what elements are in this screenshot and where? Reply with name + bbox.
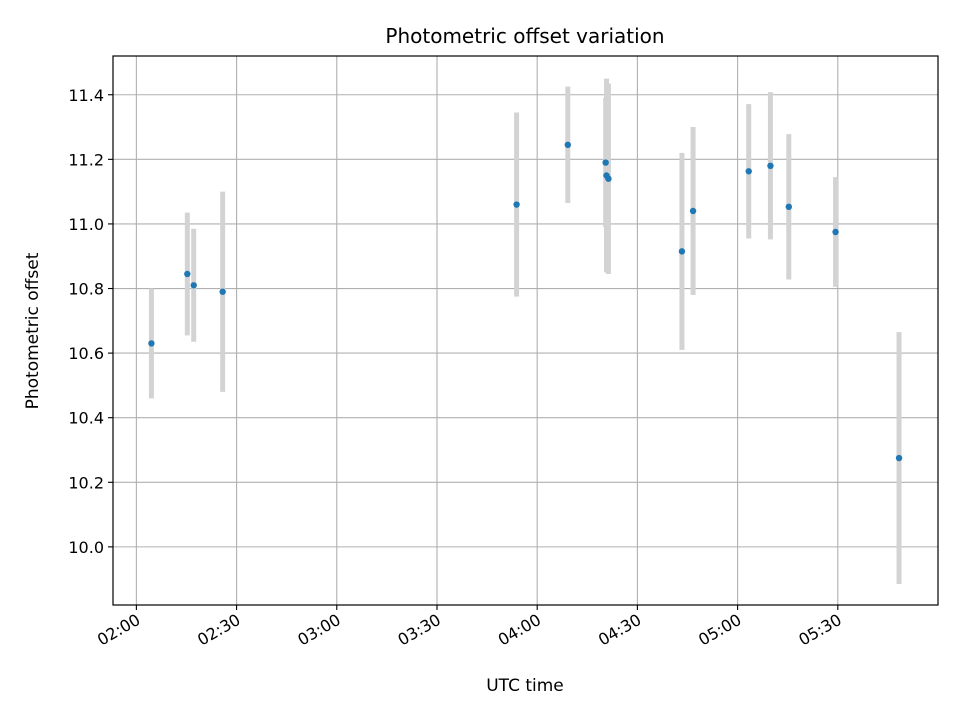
data-point [190, 282, 197, 289]
data-point [184, 270, 191, 278]
data-point [678, 248, 686, 255]
data-point [564, 141, 572, 149]
y-tick-label: 10.4 [68, 409, 104, 428]
data-point [785, 203, 793, 211]
y-tick-label: 10.2 [68, 473, 104, 492]
data-point [148, 340, 155, 347]
chart-title: Photometric offset variation [385, 24, 664, 48]
y-tick-label: 10.0 [68, 538, 104, 557]
y-tick-label: 10.6 [68, 344, 104, 363]
data-point [513, 201, 520, 208]
data-point [602, 159, 609, 166]
data-point [689, 207, 697, 215]
data-point [895, 454, 903, 462]
y-tick-label: 11.2 [68, 150, 104, 169]
data-point [745, 168, 752, 175]
y-axis-title: Photometric offset [23, 252, 43, 409]
plot-frame [112, 55, 939, 606]
data-point [219, 288, 226, 295]
data-point [767, 162, 774, 169]
data-point [605, 175, 612, 182]
grid-lines [113, 56, 938, 605]
y-tick-label: 10.8 [68, 280, 104, 299]
y-axis-ticks: 10.0 10.2 10.4 10.6 10.8 11.0 11.2 11.4 [68, 86, 113, 557]
data-points [148, 141, 903, 462]
y-tick-label: 11.0 [68, 215, 104, 234]
data-point [832, 228, 839, 236]
x-axis-title: UTC time [486, 676, 564, 696]
y-tick-label: 11.4 [68, 86, 104, 105]
